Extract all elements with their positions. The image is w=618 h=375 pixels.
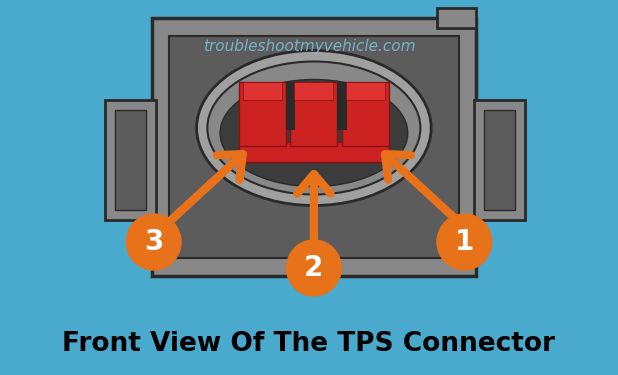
Bar (474, 100, 525, 220)
Text: 1: 1 (455, 228, 474, 256)
Text: Front View Of The TPS Connector: Front View Of The TPS Connector (62, 331, 556, 357)
Circle shape (287, 240, 341, 296)
Circle shape (437, 214, 492, 270)
Text: 2: 2 (304, 254, 324, 282)
FancyArrowPatch shape (385, 154, 457, 220)
Ellipse shape (220, 80, 408, 186)
Bar (105, 100, 156, 220)
Bar (239, 142, 389, 162)
Bar (290, 82, 337, 146)
Bar (484, 110, 515, 210)
Ellipse shape (197, 51, 431, 206)
Bar (151, 18, 476, 276)
Bar (437, 8, 476, 28)
Bar (239, 82, 286, 146)
Bar (114, 110, 146, 210)
Text: 3: 3 (144, 228, 163, 256)
Bar (286, 82, 295, 130)
FancyArrowPatch shape (297, 174, 331, 240)
Bar (242, 82, 282, 100)
FancyArrowPatch shape (171, 154, 243, 220)
Bar (294, 82, 334, 100)
Bar (337, 82, 347, 130)
Bar (342, 82, 389, 146)
Ellipse shape (208, 62, 420, 195)
Circle shape (126, 214, 181, 270)
Bar (346, 82, 385, 100)
Text: troubleshootmyvehicle.com: troubleshootmyvehicle.com (203, 39, 415, 54)
Bar (169, 36, 459, 258)
